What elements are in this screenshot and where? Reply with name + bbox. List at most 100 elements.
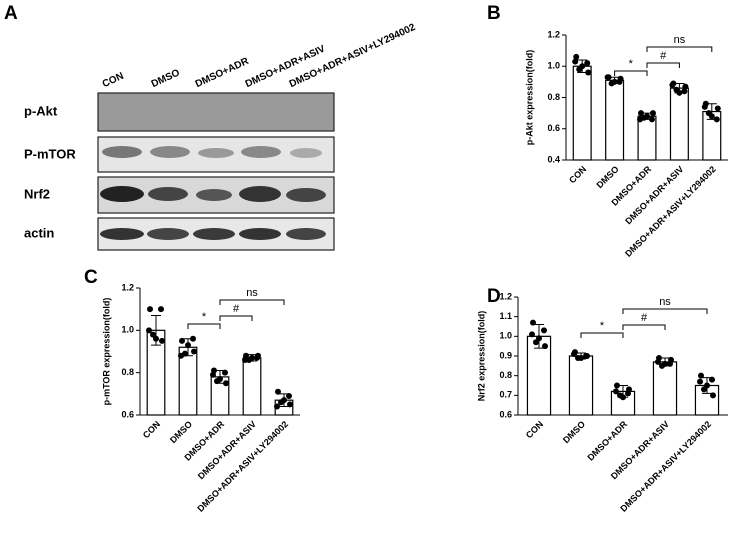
y-axis-title: p-Akt expression(fold) (524, 50, 534, 146)
data-point (571, 351, 577, 358)
data-point (617, 75, 624, 82)
data-point (153, 335, 159, 342)
row-label: P-mTOR (24, 146, 76, 161)
bar (572, 65, 592, 161)
significance-label: # (641, 312, 648, 324)
y-axis-title: Nrf2 expression(fold) (476, 311, 486, 402)
data-point (710, 392, 716, 399)
data-point (708, 113, 715, 120)
significance-bracket (622, 324, 666, 330)
data-point (529, 331, 535, 338)
data-point (185, 342, 191, 349)
significance-bracket (219, 315, 253, 321)
significance-bracket (622, 308, 708, 314)
blot-image (97, 92, 335, 251)
y-tick-label: 0.4 (547, 154, 560, 164)
y-tick-label: 0.6 (499, 409, 512, 419)
data-point (223, 380, 229, 387)
y-tick-label: 0.9 (499, 350, 512, 360)
data-point (697, 378, 703, 385)
data-point (713, 116, 720, 123)
data-point (649, 116, 655, 123)
data-point (573, 53, 580, 60)
data-point (604, 74, 611, 81)
y-tick-label: 1.0 (547, 61, 560, 71)
data-point (676, 89, 683, 96)
bar (242, 357, 262, 416)
data-point (698, 372, 704, 379)
significance-bracket (580, 332, 624, 338)
significance-bracket (187, 323, 221, 329)
panel-label: D (487, 286, 501, 307)
y-tick-label: 1.2 (121, 282, 134, 292)
data-point (146, 327, 152, 334)
significance-label: ns (659, 296, 671, 308)
data-point (611, 78, 618, 85)
significance-label: # (233, 303, 240, 315)
significance-bracket (219, 299, 285, 305)
y-tick-label: 0.8 (499, 370, 512, 380)
data-point (668, 356, 674, 363)
y-tick-label: 0.8 (121, 367, 134, 377)
data-point (584, 353, 590, 359)
data-point (579, 63, 586, 70)
y-tick-label: 0.6 (121, 409, 134, 419)
panel-label: C (84, 267, 98, 288)
data-point (242, 356, 248, 363)
data-point (584, 60, 591, 67)
data-point (158, 306, 164, 313)
data-point (249, 354, 255, 361)
data-point (638, 110, 644, 117)
y-tick-label: 1.2 (499, 291, 512, 301)
data-point (682, 83, 689, 90)
significance-label: * (629, 58, 634, 70)
bar (652, 361, 678, 416)
blot-bands (100, 146, 326, 240)
significance-bracket (646, 46, 713, 52)
data-point (620, 394, 626, 401)
y-axis-title: p-mTOR expression(fold) (101, 298, 111, 406)
row-label: actin (24, 225, 54, 240)
panel-label: B (487, 3, 501, 24)
significance-label: ns (674, 34, 686, 46)
data-point (541, 327, 547, 334)
data-point (572, 58, 579, 65)
significance-bracket (646, 62, 680, 68)
data-point (286, 392, 292, 399)
data-point (614, 382, 620, 389)
data-point (650, 110, 656, 117)
data-point (701, 103, 708, 110)
data-point (530, 319, 536, 326)
y-tick-label: 0.6 (547, 123, 560, 133)
y-tick-label: 1.1 (499, 311, 512, 321)
data-point (159, 337, 165, 344)
significance-label: * (600, 320, 605, 332)
data-point (662, 360, 668, 367)
significance-label: ns (246, 287, 258, 299)
data-point (626, 386, 632, 393)
data-point (536, 335, 542, 342)
data-point (255, 352, 261, 359)
data-point (681, 88, 688, 95)
bar (605, 79, 625, 161)
y-tick-label: 1.0 (121, 325, 134, 335)
y-tick-label: 0.7 (499, 390, 512, 400)
data-point (222, 369, 228, 376)
row-label: Nrf2 (24, 186, 50, 201)
data-point (669, 82, 676, 88)
data-point (217, 376, 223, 383)
data-point (578, 354, 584, 361)
bar (669, 87, 689, 161)
data-point (585, 69, 592, 76)
data-point (178, 352, 184, 359)
data-point (613, 388, 619, 395)
panel-label: A (4, 3, 18, 24)
data-point (191, 348, 197, 355)
significance-bracket (614, 70, 648, 76)
data-point (274, 403, 280, 410)
data-point (644, 113, 650, 120)
y-tick-label: 0.8 (547, 92, 560, 102)
y-tick-label: 1.0 (499, 331, 512, 341)
data-point (150, 331, 156, 338)
